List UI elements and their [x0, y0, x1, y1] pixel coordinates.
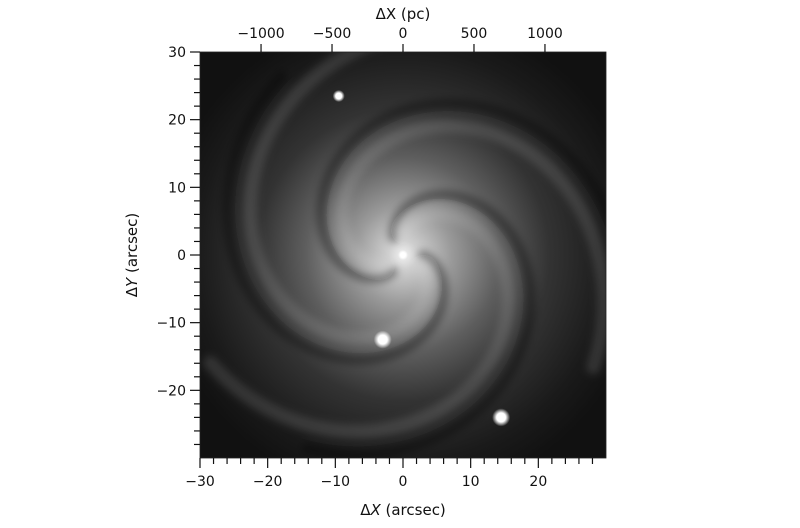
- x-tick-label: 20: [529, 474, 547, 490]
- dust-lane: [315, 98, 606, 284]
- spiral-arm: [203, 206, 516, 439]
- image-panel: [200, 52, 606, 458]
- y-tick-label: −10: [156, 316, 186, 332]
- top-tick-label: −1000: [237, 26, 284, 42]
- spiral-arm: [334, 118, 606, 375]
- top-tick-label: 0: [399, 26, 408, 42]
- y-tick-label: 10: [168, 180, 186, 196]
- x-tick-label: −30: [185, 474, 215, 490]
- top-axis-label: ΔX (pc): [376, 5, 431, 23]
- spiral-arm: [242, 52, 435, 346]
- top-tick-label: −500: [313, 26, 351, 42]
- dust-lane: [301, 189, 536, 458]
- y-tick-label: 0: [177, 248, 186, 264]
- y-tick-label: −20: [156, 383, 186, 399]
- dust-lane: [222, 71, 449, 365]
- x-axis-label: ΔX (arcsec): [360, 501, 446, 519]
- point-source: [373, 330, 392, 349]
- top-tick-label: 1000: [527, 26, 563, 42]
- point-source: [492, 408, 511, 427]
- point-sources: [332, 89, 511, 427]
- y-axis-label: ΔY (arcsec): [123, 213, 141, 297]
- point-source: [398, 250, 408, 260]
- spiral-arms: [203, 52, 606, 458]
- y-tick-label: 30: [168, 45, 186, 61]
- top-tick-label: 500: [461, 26, 488, 42]
- x-tick-label: −10: [321, 474, 351, 490]
- x-tick-label: 0: [399, 474, 408, 490]
- y-tick-label: 20: [168, 113, 186, 129]
- x-tick-label: 10: [462, 474, 480, 490]
- x-tick-label: −20: [253, 474, 283, 490]
- point-source: [332, 89, 345, 102]
- axes: −30 −20 −10 0 10 20 30 20 10 0 −10 −20 −1000 −500 0 500…: [156, 26, 594, 490]
